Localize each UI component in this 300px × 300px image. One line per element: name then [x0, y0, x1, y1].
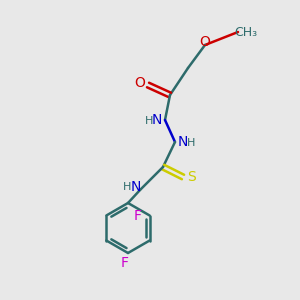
Text: O: O: [200, 35, 210, 49]
Text: H: H: [123, 182, 131, 192]
Text: N: N: [152, 113, 162, 127]
Text: H: H: [145, 116, 153, 126]
Text: N: N: [178, 135, 188, 149]
Text: O: O: [135, 76, 146, 90]
Text: H: H: [187, 138, 195, 148]
Text: CH₃: CH₃: [234, 26, 258, 38]
Text: S: S: [187, 170, 195, 184]
Text: F: F: [134, 208, 142, 223]
Text: F: F: [121, 256, 129, 270]
Text: N: N: [131, 180, 141, 194]
